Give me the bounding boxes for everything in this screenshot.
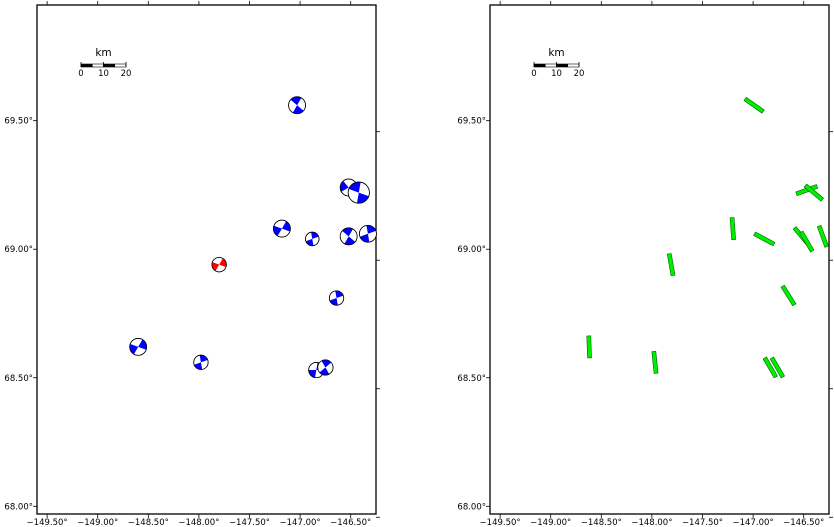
beachball-quadrant: [319, 367, 330, 376]
scalebar-segment: [567, 63, 580, 68]
right-map-frame: [489, 4, 830, 515]
right-map-scalebar: km 0 10 20: [531, 47, 584, 79]
beachball-rim: [347, 181, 370, 204]
scalebar-unit-label: km: [548, 47, 564, 59]
strike-bar: [762, 356, 778, 379]
beachball-quadrant: [138, 339, 147, 350]
beachball-quadrant: [321, 359, 332, 368]
beachball-quadrant: [129, 343, 139, 355]
right-map-x-tick-label: −147.50°: [682, 518, 723, 527]
beachball-quadrant: [342, 227, 353, 237]
focal-mechanism-map: −149.50° −149.00° −148.50° −148.00° −147.50°…: [4, 1, 380, 527]
right-map-x-tick-label: −146.50°: [783, 518, 824, 527]
scalebar-tick-label: 10: [551, 69, 562, 79]
strike-bar: [729, 217, 736, 241]
beachball: [193, 354, 209, 370]
right-map-y-tick-label: 68.50°: [457, 374, 486, 384]
beachball: [273, 219, 291, 238]
left-map-frame: [36, 4, 377, 515]
beachball-rim: [339, 227, 358, 246]
right-map-x-tick-label: −149.00°: [530, 518, 571, 527]
scalebar-tick-label: 20: [121, 69, 132, 79]
strike-bar: [743, 96, 765, 114]
scalebar-unit-label: km: [95, 47, 111, 59]
beachball-rim: [305, 231, 320, 247]
left-map-x-tick-label: −149.00°: [77, 518, 118, 527]
strike-bar: [816, 224, 829, 248]
scalebar-tick-label: 20: [574, 69, 585, 79]
beachball: [317, 359, 334, 376]
scalebar-tick-label: 10: [98, 69, 109, 79]
beachball-quadrant: [308, 370, 317, 378]
scalebar-tick-label: 0: [78, 69, 83, 79]
beachball-quadrant: [211, 262, 220, 271]
beachball-quadrant: [273, 225, 282, 237]
right-map-x-tick-label: −148.50°: [581, 518, 622, 527]
beachball: [288, 96, 306, 115]
beachball-rim: [317, 359, 334, 376]
beachball-highlighted: [211, 257, 227, 273]
left-map-x-tick-label: −149.50°: [27, 518, 68, 527]
left-map-y-tick-label: 69.00°: [4, 245, 33, 255]
right-map-y-tick-label: 69.50°: [457, 117, 486, 127]
strike-bar: [651, 350, 659, 374]
scalebar-segment: [544, 63, 557, 68]
beachball: [328, 290, 345, 306]
scalebar-segment: [103, 63, 116, 68]
strike-bar: [586, 335, 592, 359]
scalebar-tick-label: 0: [531, 69, 536, 79]
left-map-x-tick-label: −147.00°: [280, 518, 321, 527]
left-map-x-tick-label: −148.50°: [128, 518, 169, 527]
beachball-rim: [129, 338, 148, 356]
strike-bar: [769, 356, 786, 379]
strike-bar: [799, 230, 815, 253]
right-map-y-tick-label: 69.00°: [457, 245, 486, 255]
scalebar-segment: [91, 63, 104, 68]
strike-bar: [780, 284, 797, 307]
scalebar-segment: [114, 63, 127, 68]
beachball-quadrant: [344, 236, 356, 245]
beachball-rim: [328, 290, 345, 306]
beachball-rim: [359, 224, 377, 243]
strike-bar: [753, 231, 776, 247]
beachball-quadrant: [219, 258, 227, 268]
right-map-x-tick-label: −148.00°: [631, 518, 672, 527]
beachball-rim: [288, 96, 306, 115]
left-map-x-tick-label: −146.50°: [330, 518, 371, 527]
beachball-rim: [193, 354, 209, 370]
beachball: [305, 231, 320, 247]
beachball-quadrant: [292, 105, 304, 114]
beachball-quadrant: [340, 181, 349, 192]
left-map-x-tick-label: −147.50°: [229, 518, 270, 527]
beachball: [129, 338, 148, 356]
beachball: [347, 181, 370, 204]
beachball: [359, 224, 377, 243]
scalebar-segment: [80, 63, 93, 68]
right-map-x-tick-label: −147.00°: [733, 518, 774, 527]
strike-orientation-map: −149.50° −149.00° −148.50° −148.00° −147.50°…: [457, 1, 833, 527]
right-map-y-tick-label: 68.00°: [457, 502, 486, 512]
scalebar-segment: [533, 63, 546, 68]
beachball-quadrant: [290, 96, 302, 106]
beachball-rim: [273, 219, 291, 238]
strike-bar: [803, 183, 824, 202]
left-map-scalebar: km 0 10 20: [78, 47, 131, 79]
left-map-y-tick-label: 69.50°: [4, 117, 33, 127]
scalebar-segment: [556, 63, 569, 68]
left-map-y-tick-label: 68.00°: [4, 502, 33, 512]
beachball-rim: [211, 257, 227, 273]
left-map-y-tick-label: 68.50°: [4, 374, 33, 384]
beachball: [339, 227, 358, 246]
right-map-x-tick-label: −149.50°: [480, 518, 521, 527]
left-map-x-tick-label: −148.00°: [178, 518, 219, 527]
beachball-quadrant: [281, 221, 291, 232]
strike-bar: [666, 253, 676, 277]
